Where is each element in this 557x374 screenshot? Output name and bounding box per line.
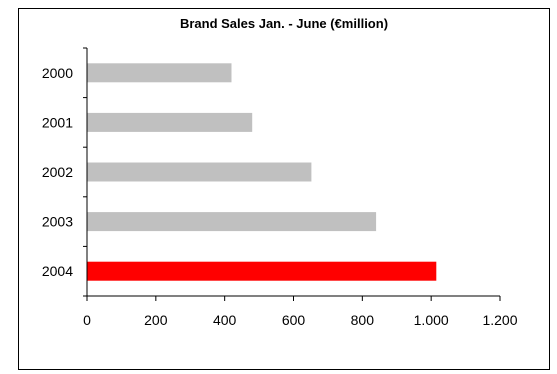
x-tick-label-400: 400 (213, 312, 237, 328)
x-tick-label-1000: 1.000 (414, 312, 449, 328)
x-tick-label-200: 200 (144, 312, 168, 328)
x-tick-label-0: 0 (83, 312, 91, 328)
y-tick-label-2003: 2003 (42, 214, 73, 230)
y-tick-label-2001: 2001 (42, 114, 73, 130)
bar-2003 (87, 212, 377, 232)
x-tick-label-800: 800 (351, 312, 375, 328)
x-tick-label-600: 600 (282, 312, 306, 328)
y-tick-label-2004: 2004 (42, 263, 73, 279)
bar-2004 (87, 261, 437, 281)
bar-2000 (87, 63, 232, 83)
y-tick-label-2000: 2000 (42, 65, 73, 81)
bar-2002 (87, 162, 312, 182)
y-tick-label-2002: 2002 (42, 164, 73, 180)
chart-title: Brand Sales Jan. - June (€million) (179, 16, 389, 31)
x-tick-label-1200: 1.200 (482, 312, 517, 328)
bar-2001 (87, 112, 253, 132)
